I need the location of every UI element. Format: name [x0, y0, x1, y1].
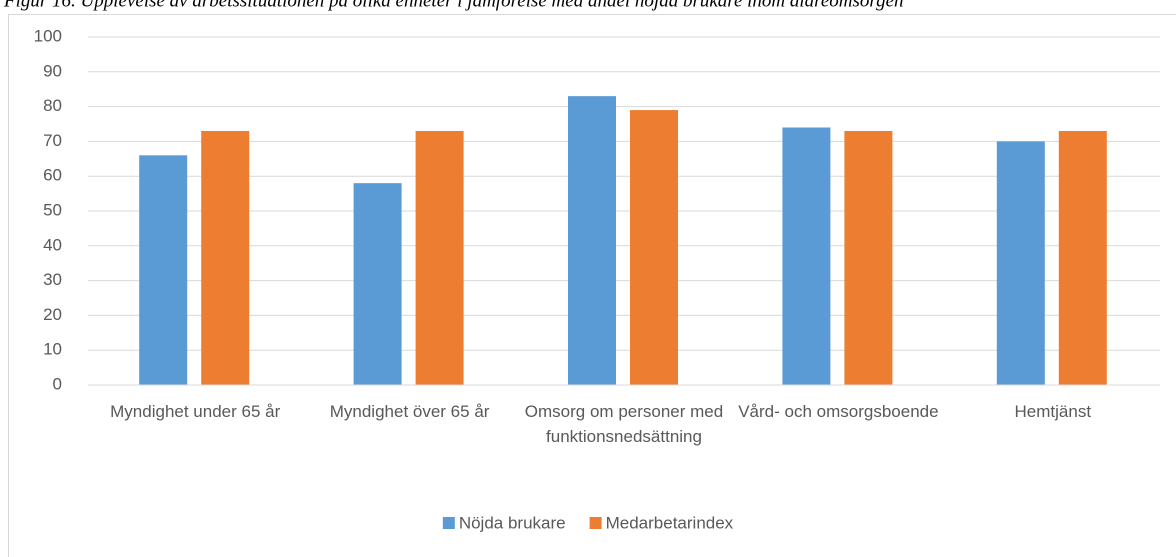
y-tick-label: 30	[43, 270, 62, 289]
y-tick-label: 100	[34, 26, 62, 45]
bar	[201, 130, 250, 385]
bar	[353, 183, 402, 385]
y-tick-label: 80	[43, 96, 62, 115]
x-tick-label: Myndighet under 65 år	[110, 402, 280, 421]
bar	[630, 110, 678, 385]
legend-label: Nöjda brukare	[459, 513, 566, 532]
chart-frame	[8, 14, 1176, 557]
x-tick-label: Hemtjänst	[1015, 402, 1092, 421]
bar	[568, 96, 616, 385]
bar	[415, 130, 464, 385]
x-tick-label: Myndighet över 65 år	[330, 402, 490, 421]
y-tick-label: 40	[43, 235, 62, 254]
bar	[782, 127, 831, 385]
y-tick-label: 50	[43, 200, 62, 219]
bar	[996, 141, 1045, 385]
legend-swatch	[442, 517, 455, 529]
legend-swatch	[589, 517, 602, 529]
y-tick-label: 70	[43, 131, 62, 150]
bar	[139, 155, 188, 385]
chart-title: Figur 16. Upplevelse av arbetssituatione…	[3, 0, 904, 11]
legend: Nöjda brukare Medarbetarindex	[442, 513, 734, 532]
y-tick-label: 0	[53, 374, 62, 393]
y-tick-label: 10	[43, 340, 62, 359]
legend-label: Medarbetarindex	[606, 513, 734, 532]
bar	[1058, 130, 1107, 385]
y-tick-label: 60	[43, 166, 62, 185]
x-tick-label: Vård- och omsorgsboende	[738, 402, 938, 421]
y-tick-label: 20	[43, 305, 62, 324]
x-tick-label: Omsorg om personer med funktionsnedsättni…	[525, 402, 723, 446]
bar	[844, 130, 893, 385]
y-tick-label: 90	[43, 61, 62, 80]
